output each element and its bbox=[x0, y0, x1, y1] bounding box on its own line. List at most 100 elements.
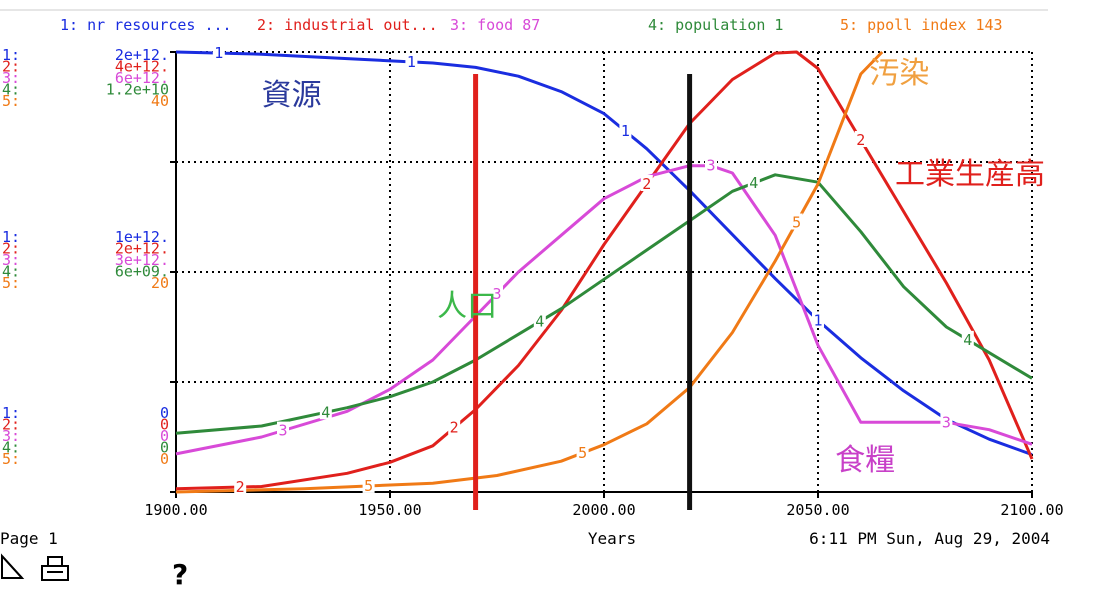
annotation-label: 汚染 bbox=[869, 56, 929, 91]
series-mark-bg bbox=[961, 330, 974, 347]
annotation-label: 資源 bbox=[262, 78, 322, 113]
axis-label-id: 4: bbox=[2, 263, 20, 281]
axis-label-value: 0 bbox=[160, 450, 169, 468]
timestamp: 6:11 PM Sun, Aug 29, 2004 bbox=[809, 529, 1050, 548]
axis-label-id: 5: bbox=[2, 92, 20, 110]
series-mark-5: 5 bbox=[578, 444, 587, 462]
x-tick-label: 2100.00 bbox=[1000, 501, 1063, 519]
series-mark-bg bbox=[940, 413, 953, 430]
series-mark-bg bbox=[576, 443, 589, 460]
series-mark-3: 3 bbox=[706, 157, 715, 175]
series-mark-bg bbox=[212, 44, 225, 61]
axis-label-value: 2e+12. bbox=[115, 46, 169, 64]
axis-label-id: 4: bbox=[2, 81, 20, 99]
axis-label-value: 6e+09. bbox=[115, 263, 169, 281]
series-mark-bg bbox=[812, 311, 824, 328]
axis-label-value: 0 bbox=[160, 404, 169, 422]
series-mark-bg bbox=[533, 312, 546, 329]
series-mark-5: 5 bbox=[364, 477, 373, 495]
axis-label-value: 4e+12. bbox=[115, 58, 169, 76]
legend-entry-4: 4: population 1 bbox=[648, 16, 783, 34]
legend-entry-2: 2: industrial out... bbox=[257, 16, 438, 34]
series-label-marks: 1 1 1 1 2 2 2 2 3 3 3 3 4 4 4 4 5 5 5 bbox=[212, 44, 974, 496]
annotation-label: 食糧 bbox=[835, 443, 895, 478]
axis-label-value: 0 bbox=[160, 427, 169, 445]
axis-label-id: 2: bbox=[2, 58, 20, 76]
series-mark-bg bbox=[277, 421, 289, 438]
series-mark-3: 3 bbox=[492, 285, 501, 303]
series-mark-bg bbox=[405, 52, 418, 69]
plot-frame bbox=[170, 51, 1033, 498]
axis-label-value: 1.2e+10 bbox=[106, 81, 169, 99]
axis-label-value: 2e+12. bbox=[115, 240, 169, 258]
series-mark-bg bbox=[854, 131, 867, 147]
x-axis-label: Years bbox=[588, 529, 636, 548]
series-mark-2: 2 bbox=[642, 175, 651, 193]
axis-label-id: 1: bbox=[2, 46, 20, 64]
series-line-4 bbox=[175, 173, 1033, 435]
legend-entry-1: 1: nr resources ... bbox=[60, 16, 232, 34]
annotation-label: 工業生産高 bbox=[895, 157, 1045, 192]
series-line-5 bbox=[175, 50, 884, 494]
series-mark-bg bbox=[491, 285, 503, 301]
axis-label-id: 2: bbox=[2, 240, 20, 258]
series-mark-1: 1 bbox=[621, 122, 630, 140]
series-mark-5: 5 bbox=[792, 214, 801, 232]
series-lines bbox=[175, 50, 1034, 494]
axis-label-id: 3: bbox=[2, 427, 20, 445]
series-mark-2: 2 bbox=[236, 478, 245, 496]
axis-label-value: 1e+12. bbox=[115, 228, 169, 246]
axis-label-id: 3: bbox=[2, 69, 20, 87]
series-mark-bg bbox=[705, 156, 717, 173]
axis-label-id: 1: bbox=[2, 404, 20, 422]
legend: 1: nr resources ... 2: industrial out... 3… bbox=[60, 16, 1003, 34]
legend-entry-3: 3: food 87 bbox=[450, 16, 540, 34]
x-tick-label: 1950.00 bbox=[358, 501, 421, 519]
series-mark-4: 4 bbox=[321, 403, 330, 421]
axis-label-value: 6e+12. bbox=[115, 69, 169, 87]
series-mark-bg bbox=[362, 476, 375, 493]
y-axis-labels: 1: 2e+12. 2: 4e+12. 3: 6e+12. 4: 1.2e+10 5: 40 1: 1… bbox=[2, 46, 169, 468]
printer-icon[interactable] bbox=[41, 556, 69, 581]
axis-label-id: 2: bbox=[2, 416, 20, 434]
series-mark-1: 1 bbox=[813, 311, 822, 329]
x-tick-label: 1900.00 bbox=[144, 501, 207, 519]
page-indicator: Page 1 bbox=[0, 529, 58, 548]
grid bbox=[176, 51, 1033, 492]
axis-label-id: 3: bbox=[2, 251, 20, 269]
x-tick-label: 2000.00 bbox=[572, 501, 635, 519]
axis-label-value: 0 bbox=[160, 439, 169, 457]
series-mark-4: 4 bbox=[963, 331, 972, 349]
series-mark-2: 2 bbox=[450, 419, 459, 437]
series-mark-bg bbox=[747, 174, 760, 191]
page-corner-icon[interactable] bbox=[0, 553, 25, 579]
legend-entry-5: 5: ppoll index 143 bbox=[840, 16, 1003, 34]
axis-label-id: 4: bbox=[2, 439, 20, 457]
series-mark-4: 4 bbox=[749, 174, 758, 192]
series-mark-3: 3 bbox=[942, 413, 951, 431]
series-mark-bg bbox=[790, 213, 803, 230]
annotation-label: 人口 bbox=[437, 289, 497, 324]
series-line-3 bbox=[175, 164, 1033, 456]
series-mark-3: 3 bbox=[278, 422, 287, 440]
axis-label-id: 5: bbox=[2, 450, 20, 468]
x-axis-ticks: 1900.00 1950.00 2000.00 2050.00 2100.00 bbox=[144, 501, 1063, 519]
series-mark-4: 4 bbox=[535, 313, 544, 331]
axis-label-id: 1: bbox=[2, 228, 20, 246]
axis-label-value: 0 bbox=[160, 416, 169, 434]
axis-label-value: 20 bbox=[151, 274, 169, 292]
series-mark-2: 2 bbox=[856, 131, 865, 149]
series-mark-bg bbox=[640, 175, 653, 191]
help-icon[interactable]: ? bbox=[172, 558, 188, 591]
series-line-2 bbox=[175, 50, 1034, 491]
axis-label-id: 5: bbox=[2, 274, 20, 292]
series-mark-bg bbox=[234, 478, 247, 495]
series-mark-bg bbox=[448, 418, 461, 435]
vertical-markers bbox=[473, 74, 693, 510]
series-mark-1: 1 bbox=[214, 44, 223, 62]
axis-label-value: 3e+12. bbox=[115, 251, 169, 269]
x-tick-label: 2050.00 bbox=[786, 501, 849, 519]
axis-label-value: 40 bbox=[151, 92, 169, 110]
